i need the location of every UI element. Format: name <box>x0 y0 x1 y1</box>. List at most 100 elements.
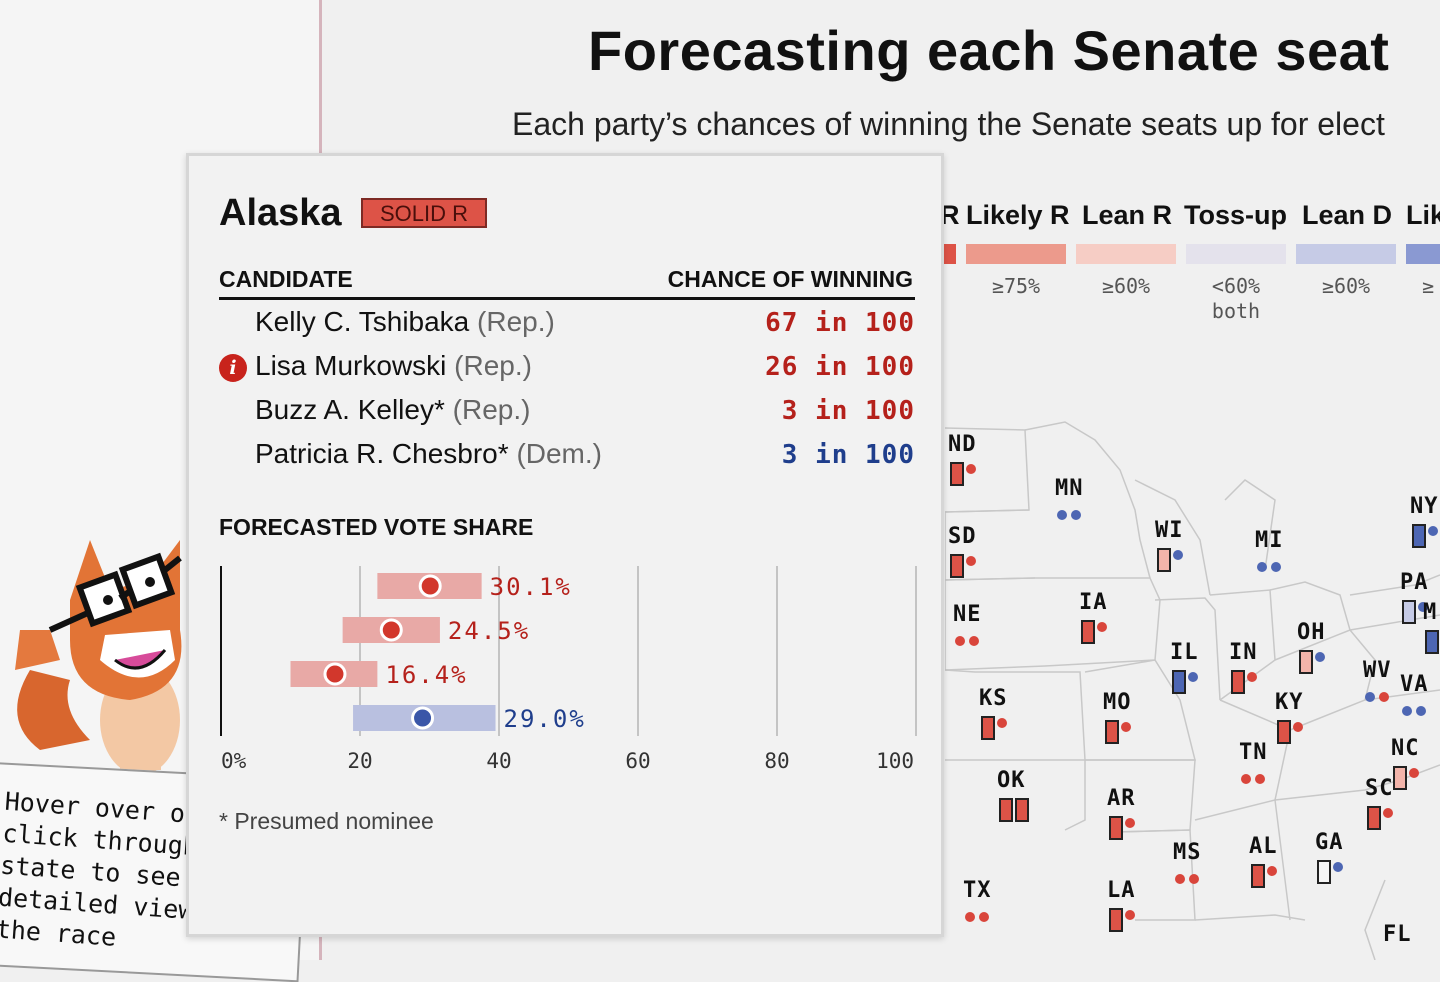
state-label: NY <box>1410 494 1439 519</box>
seat-dot-icon <box>1383 808 1393 818</box>
state-label: NC <box>1391 736 1420 761</box>
seat-bar-icon <box>950 554 964 578</box>
x-tick-label: 20 <box>347 749 372 773</box>
seat-dot-icon <box>1188 672 1198 682</box>
seat-dot-icon <box>1267 866 1277 876</box>
seat-dot-icon <box>1257 562 1267 572</box>
state-label: M <box>1423 600 1438 625</box>
seat-bar-icon <box>1105 720 1119 744</box>
legend-swatch <box>1406 244 1440 264</box>
seat-dot-icon <box>1173 550 1183 560</box>
legend-item-likely-r: Likely R ≥75% <box>966 200 1070 320</box>
tooltip-state-name: Alaska <box>219 192 342 234</box>
seat-dot-icon <box>966 464 976 474</box>
footnote: * Presumed nominee <box>219 808 434 834</box>
legend-label: Lean D <box>1302 200 1393 230</box>
state-label: SD <box>948 524 977 549</box>
candidate-name: Lisa Murkowski (Rep.) <box>255 350 532 381</box>
legend-label: Toss-up <box>1184 200 1287 230</box>
seat-dot-icon <box>955 636 965 646</box>
legend-swatch <box>1076 244 1176 264</box>
state-label: IN <box>1229 640 1258 665</box>
seat-dot-icon <box>966 556 976 566</box>
state-label: AR <box>1107 786 1136 811</box>
state-label: TX <box>963 878 992 903</box>
state-label: IA <box>1079 590 1108 615</box>
seat-bar-icon <box>1393 766 1407 790</box>
seat-bar-icon <box>1081 620 1095 644</box>
seat-dot-icon <box>1071 510 1081 520</box>
legend-swatch <box>1186 244 1286 264</box>
legend-label: Likely R <box>966 200 1070 230</box>
legend-item-lean-d: Lean D ≥60% <box>1296 200 1396 320</box>
legend-threshold: ≥60% <box>1101 274 1151 298</box>
state-label: WV <box>1363 658 1392 683</box>
state-label: KS <box>979 686 1008 711</box>
x-tick-label: 60 <box>625 749 650 773</box>
state-label: WI <box>1155 518 1184 543</box>
candidate-row: Kelly C. Tshibaka (Rep.) 67 in 100 <box>219 306 915 346</box>
seat-dot-icon <box>1418 602 1428 612</box>
point-marker <box>323 662 347 686</box>
map-borders <box>945 421 1440 960</box>
vote-share-title: FORECASTED VOTE SHARE <box>219 514 534 540</box>
legend-item-likely-d: Lik ≥ <box>1406 200 1440 320</box>
seat-bar-icon <box>1317 860 1331 884</box>
x-tick-label: 100 <box>876 749 914 773</box>
data-label: 24.5% <box>448 617 530 645</box>
seat-bar-icon <box>1157 548 1171 572</box>
legend-label: Lik <box>1406 200 1440 230</box>
state-tooltip: Alaska SOLID R CANDIDATE CHANCE OF WINNI… <box>186 153 944 937</box>
candidate-row: Patricia R. Chesbro* (Dem.) 3 in 100 <box>219 438 915 478</box>
seat-bar-icon <box>1015 798 1029 822</box>
candidate-chance: 3 in 100 <box>781 440 915 470</box>
legend-threshold: ≥60% <box>1321 274 1371 298</box>
candidate-chance: 3 in 100 <box>781 396 915 426</box>
legend-threshold: ≥ <box>1422 274 1435 298</box>
seat-dot-icon <box>1121 722 1131 732</box>
candidate-party: (Dem.) <box>516 438 602 469</box>
state-label: MS <box>1173 840 1202 865</box>
seat-bar-icon <box>1425 630 1439 654</box>
seat-dot-icon <box>1416 706 1426 716</box>
data-label: 30.1% <box>490 573 572 601</box>
candidate-party: (Rep.) <box>452 394 531 425</box>
fox-mascot-icon <box>15 540 182 775</box>
seat-dot-icon <box>1097 622 1107 632</box>
seat-dot-icon <box>1057 510 1067 520</box>
seat-dot-icon <box>1241 774 1251 784</box>
state-label: ND <box>948 432 977 457</box>
x-tick-label: 0% <box>221 749 247 773</box>
seat-bar-icon <box>1172 670 1186 694</box>
x-tick-label: 40 <box>486 749 511 773</box>
seat-dot-icon <box>1255 774 1265 784</box>
seat-dot-icon <box>997 718 1007 728</box>
state-label: LA <box>1107 878 1136 903</box>
state-label: PA <box>1400 570 1429 595</box>
seat-dot-icon <box>1293 722 1303 732</box>
legend-swatch <box>1296 244 1396 264</box>
state-label: VA <box>1400 672 1429 697</box>
seat-dot-icon <box>1315 652 1325 662</box>
legend-label: R <box>940 200 960 230</box>
info-icon[interactable]: i <box>219 354 247 382</box>
state-label: KY <box>1275 690 1304 715</box>
candidate-name: Kelly C. Tshibaka (Rep.) <box>255 306 555 337</box>
header-rule <box>219 297 915 300</box>
data-label: 29.0% <box>504 705 586 733</box>
candidate-row: i Lisa Murkowski (Rep.) 26 in 100 <box>219 350 915 390</box>
seat-dot-icon <box>1428 526 1438 536</box>
seat-dot-icon <box>1365 692 1375 702</box>
seat-dot-icon <box>1247 672 1257 682</box>
state-label: NE <box>953 602 982 627</box>
legend-item-toss-up: Toss-up <60% both <box>1184 200 1287 323</box>
seat-dot-icon <box>1409 768 1419 778</box>
seat-dot-icon <box>1175 874 1185 884</box>
seat-bar-icon <box>1277 720 1291 744</box>
legend-swatch <box>966 244 1066 264</box>
seat-dot-icon <box>1333 862 1343 872</box>
seat-bar-icon <box>1367 806 1381 830</box>
senate-map[interactable]: ND MN SD WI MI NY NE IA PA M OH IL IN KS MO WV VA KY TN NC O… <box>945 400 1440 960</box>
legend-item-lean-r: Lean R ≥60% <box>1076 200 1176 320</box>
state-label: SC <box>1365 776 1394 801</box>
